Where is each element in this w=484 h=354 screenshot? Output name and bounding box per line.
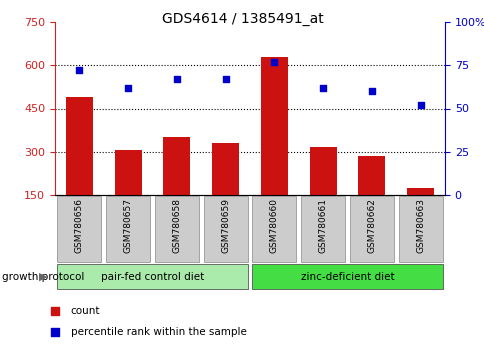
FancyBboxPatch shape [301, 196, 344, 262]
Text: count: count [71, 306, 100, 316]
FancyBboxPatch shape [57, 196, 101, 262]
Bar [115, 150, 141, 195]
Bar [407, 188, 433, 195]
Text: GSM780660: GSM780660 [269, 198, 278, 253]
FancyBboxPatch shape [106, 196, 150, 262]
Text: GSM780661: GSM780661 [318, 198, 327, 253]
Text: zinc-deficient diet: zinc-deficient diet [300, 272, 393, 281]
FancyBboxPatch shape [398, 196, 441, 262]
Text: GSM780657: GSM780657 [123, 198, 132, 253]
Bar [212, 143, 239, 195]
FancyBboxPatch shape [154, 196, 198, 262]
Text: pair-fed control diet: pair-fed control diet [101, 272, 204, 281]
Point [318, 85, 326, 91]
Bar [309, 147, 336, 195]
Text: GSM780659: GSM780659 [221, 198, 229, 253]
Bar [66, 97, 92, 195]
Text: GDS4614 / 1385491_at: GDS4614 / 1385491_at [161, 12, 323, 27]
Text: GSM780658: GSM780658 [172, 198, 181, 253]
Point [367, 88, 375, 94]
Text: growth protocol: growth protocol [2, 272, 85, 281]
Point [124, 85, 132, 91]
Point [245, 240, 253, 245]
FancyBboxPatch shape [349, 196, 393, 262]
Text: percentile rank within the sample: percentile rank within the sample [71, 327, 246, 337]
Text: GSM780656: GSM780656 [75, 198, 84, 253]
FancyBboxPatch shape [203, 196, 247, 262]
Bar [163, 137, 190, 195]
FancyBboxPatch shape [57, 264, 247, 289]
Bar [260, 57, 287, 195]
Point [173, 76, 181, 82]
Point [416, 102, 424, 108]
FancyBboxPatch shape [252, 264, 441, 289]
Point [245, 49, 253, 55]
Point [221, 76, 229, 82]
Bar [358, 156, 384, 195]
Text: GSM780662: GSM780662 [366, 198, 376, 253]
FancyBboxPatch shape [252, 196, 296, 262]
Text: ▶: ▶ [39, 272, 47, 281]
Point [270, 59, 278, 65]
Text: GSM780663: GSM780663 [415, 198, 424, 253]
Point [76, 68, 83, 73]
